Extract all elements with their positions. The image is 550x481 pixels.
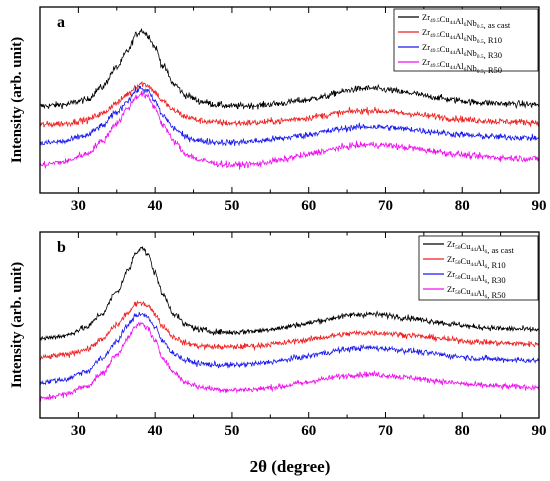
legend-entry: Zr49.5Cu44Al6Nb0.5, R30 [422,42,502,60]
x-tick-label: 50 [224,198,239,214]
legend-entry: Zr49.5Cu44Al6Nb0.5, as cast [422,12,511,30]
x-axis-label: 2θ (degree) [250,457,331,476]
x-tick-label: 70 [378,423,393,439]
x-tick-label: 60 [301,423,316,439]
legend-box [393,8,539,72]
legend-entry: Zr49.5Cu44Al6Nb0.5, R50 [422,57,502,75]
legend-entry: Zr50Cu44Al6, as cast [447,239,515,255]
x-tick-label: 30 [71,423,86,439]
legend-entry: Zr50Cu44Al6, R30 [447,269,506,285]
legend-entry: Zr50Cu44Al6, R10 [447,254,506,270]
plot-frame [39,231,540,419]
series-line-a-2 [40,85,539,147]
x-tick-label: 90 [532,423,547,439]
y-axis-label: Intensity (arb. unit) [9,37,25,163]
series-line-a-3 [40,90,539,170]
x-tick-label: 40 [148,423,163,439]
panel-label: b [57,239,66,256]
plot-frame [39,6,540,194]
series-line-b-2 [40,312,539,386]
x-tick-label: 70 [378,198,393,214]
x-tick-label: 60 [301,198,316,214]
y-axis-label: Intensity (arb. unit) [9,262,25,388]
x-tick-label: 80 [455,198,470,214]
legend-entry: Zr49.5Cu44Al6Nb0.5, R10 [422,27,502,45]
series-line-b-0 [40,246,539,341]
x-tick-label: 80 [455,423,470,439]
series-line-b-1 [40,299,539,361]
legend-entry: Zr50Cu44Al6, R50 [447,284,506,300]
series-line-a-0 [40,28,539,110]
x-tick-label: 50 [224,423,239,439]
panel-label: a [57,14,65,31]
chart-panel-a: 30 40 50 60 70 80 90 Intensity (arb. unit) a Zr49… [9,6,547,214]
x-tick-label: 40 [148,198,163,214]
x-tick-label: 30 [71,198,86,214]
chart-panel-b: 30 40 50 60 70 80 90 Intensity (arb. unit) b Zr50… [9,231,547,439]
series-line-a-1 [40,80,539,128]
series-line-b-3 [40,321,539,402]
x-tick-label: 90 [532,198,547,214]
